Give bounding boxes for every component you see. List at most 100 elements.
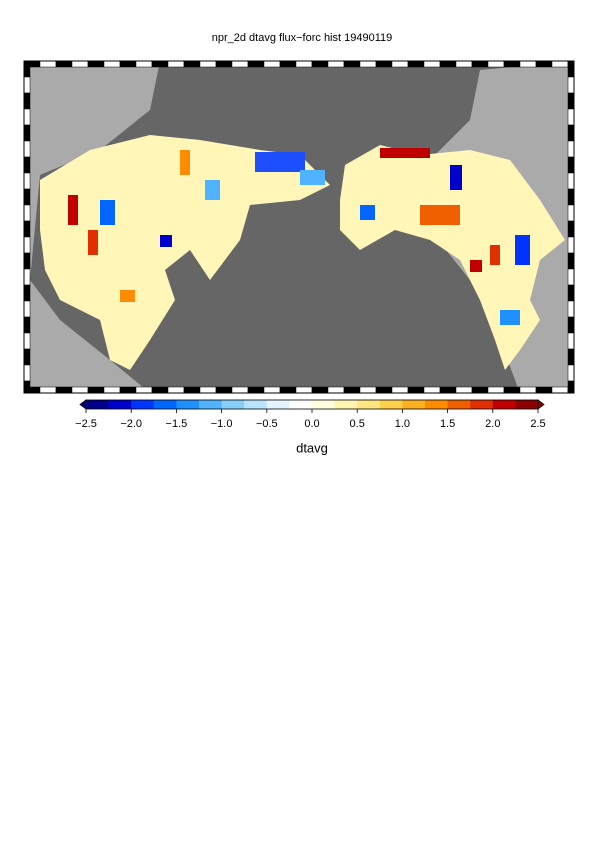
- frame-cell: [263, 386, 281, 394]
- frame-cell: [487, 60, 505, 68]
- frame-cell: [487, 386, 505, 394]
- frame-cell: [247, 60, 265, 68]
- colorbar-segment: [515, 400, 539, 409]
- frame-cell: [567, 204, 575, 222]
- frame-cell: [567, 236, 575, 254]
- frame-cell: [247, 386, 265, 394]
- frame-cell: [215, 60, 233, 68]
- frame-cell: [279, 386, 297, 394]
- frame-cell: [567, 316, 575, 334]
- colorbar-segment: [266, 400, 290, 409]
- colorbar-segment: [131, 400, 155, 409]
- frame-cell: [167, 60, 185, 68]
- map-title: npr_2d dtavg flux−forc hist 19490119: [212, 32, 393, 44]
- land: [24, 61, 160, 393]
- colorbar: −2.5 −2.0 −1.5 −1.0 −0.5 0.0 0.5 1.0 1.5 2.0 2.5: [75, 399, 546, 430]
- colorbar-tick-label: −0.5: [256, 418, 278, 430]
- frame-cell: [375, 60, 393, 68]
- frame-cell: [23, 92, 31, 110]
- frame-cell: [151, 386, 169, 394]
- frame-cell: [119, 386, 137, 394]
- colorbar-tick-label: 1.5: [440, 418, 455, 430]
- frame-cell: [455, 60, 473, 68]
- frame-cell: [23, 156, 31, 174]
- frame-cell: [327, 60, 345, 68]
- frame-cell: [23, 140, 31, 158]
- frame-cell: [343, 60, 361, 68]
- frame-cell: [231, 60, 249, 68]
- frame-cell: [327, 386, 345, 394]
- frame-cell: [23, 236, 31, 254]
- colorbar-tick-label: −1.5: [166, 418, 188, 430]
- frame-cell: [183, 386, 201, 394]
- frame-cell: [439, 386, 457, 394]
- frame-cell: [391, 386, 409, 394]
- colorbar-tick-label: −2.0: [120, 418, 142, 430]
- data-region: [40, 135, 330, 370]
- frame-cell: [199, 386, 217, 394]
- colorbar-segment: [244, 400, 268, 409]
- colorbar-tick-label: 2.0: [485, 418, 500, 430]
- frame-cell: [567, 380, 575, 394]
- frame-cell: [87, 386, 105, 394]
- frame-cell: [135, 60, 153, 68]
- frame-cell: [567, 172, 575, 190]
- frame-cell: [567, 284, 575, 302]
- frame-cell: [23, 332, 31, 350]
- frame-cell: [567, 364, 575, 382]
- frame-cell: [567, 124, 575, 142]
- colorbar-tick-label: −2.5: [75, 418, 97, 430]
- frame-cell: [103, 386, 121, 394]
- colorbar-segment: [199, 400, 222, 409]
- frame-cell: [87, 60, 105, 68]
- frame-cell: [23, 172, 31, 190]
- frame-cell: [311, 386, 329, 394]
- frame-cell: [471, 60, 489, 68]
- frame-cell: [567, 252, 575, 270]
- frame-cell: [391, 60, 409, 68]
- colorbar-segment: [176, 400, 200, 409]
- colorbar-segment: [470, 400, 494, 409]
- map-border: [23, 60, 575, 394]
- frame-cell: [567, 268, 575, 286]
- colorbar-tick-label: 1.0: [395, 418, 410, 430]
- frame-cell: [567, 92, 575, 110]
- frame-cell: [567, 60, 575, 78]
- frame-cell: [567, 76, 575, 94]
- colorbar-tick-label: 0.0: [304, 418, 319, 430]
- frame-cell: [23, 204, 31, 222]
- frame-cell: [439, 60, 457, 68]
- frame-cell: [567, 348, 575, 366]
- colorbar-tick-label: 0.5: [350, 418, 365, 430]
- frame-cell: [167, 386, 185, 394]
- frame-cell: [551, 60, 569, 68]
- frame-cell: [503, 60, 521, 68]
- frame-cell: [55, 60, 73, 68]
- frame-cell: [23, 268, 31, 286]
- colorbar-segment: [312, 400, 335, 409]
- frame-cell: [23, 284, 31, 302]
- frame-cell: [471, 386, 489, 394]
- frame-cell: [567, 108, 575, 126]
- frame-cell: [71, 386, 89, 394]
- frame-cell: [23, 380, 31, 394]
- frame-cell: [567, 140, 575, 158]
- data-patches: [68, 148, 530, 325]
- frame-cell: [551, 386, 569, 394]
- frame-cell: [215, 386, 233, 394]
- colorbar-segment: [289, 400, 313, 409]
- frame-cell: [535, 60, 553, 68]
- frame-cell: [39, 386, 57, 394]
- frame-cell: [23, 60, 31, 78]
- colorbar-segment: [492, 400, 516, 409]
- frame-cell: [535, 386, 553, 394]
- frame-cell: [407, 386, 425, 394]
- frame-cell: [183, 60, 201, 68]
- frame-cell: [279, 60, 297, 68]
- frame-cell: [39, 60, 57, 68]
- colorbar-segment: [402, 400, 426, 409]
- frame-cell: [23, 220, 31, 238]
- colorbar-segment: [447, 400, 471, 409]
- frame-cell: [567, 156, 575, 174]
